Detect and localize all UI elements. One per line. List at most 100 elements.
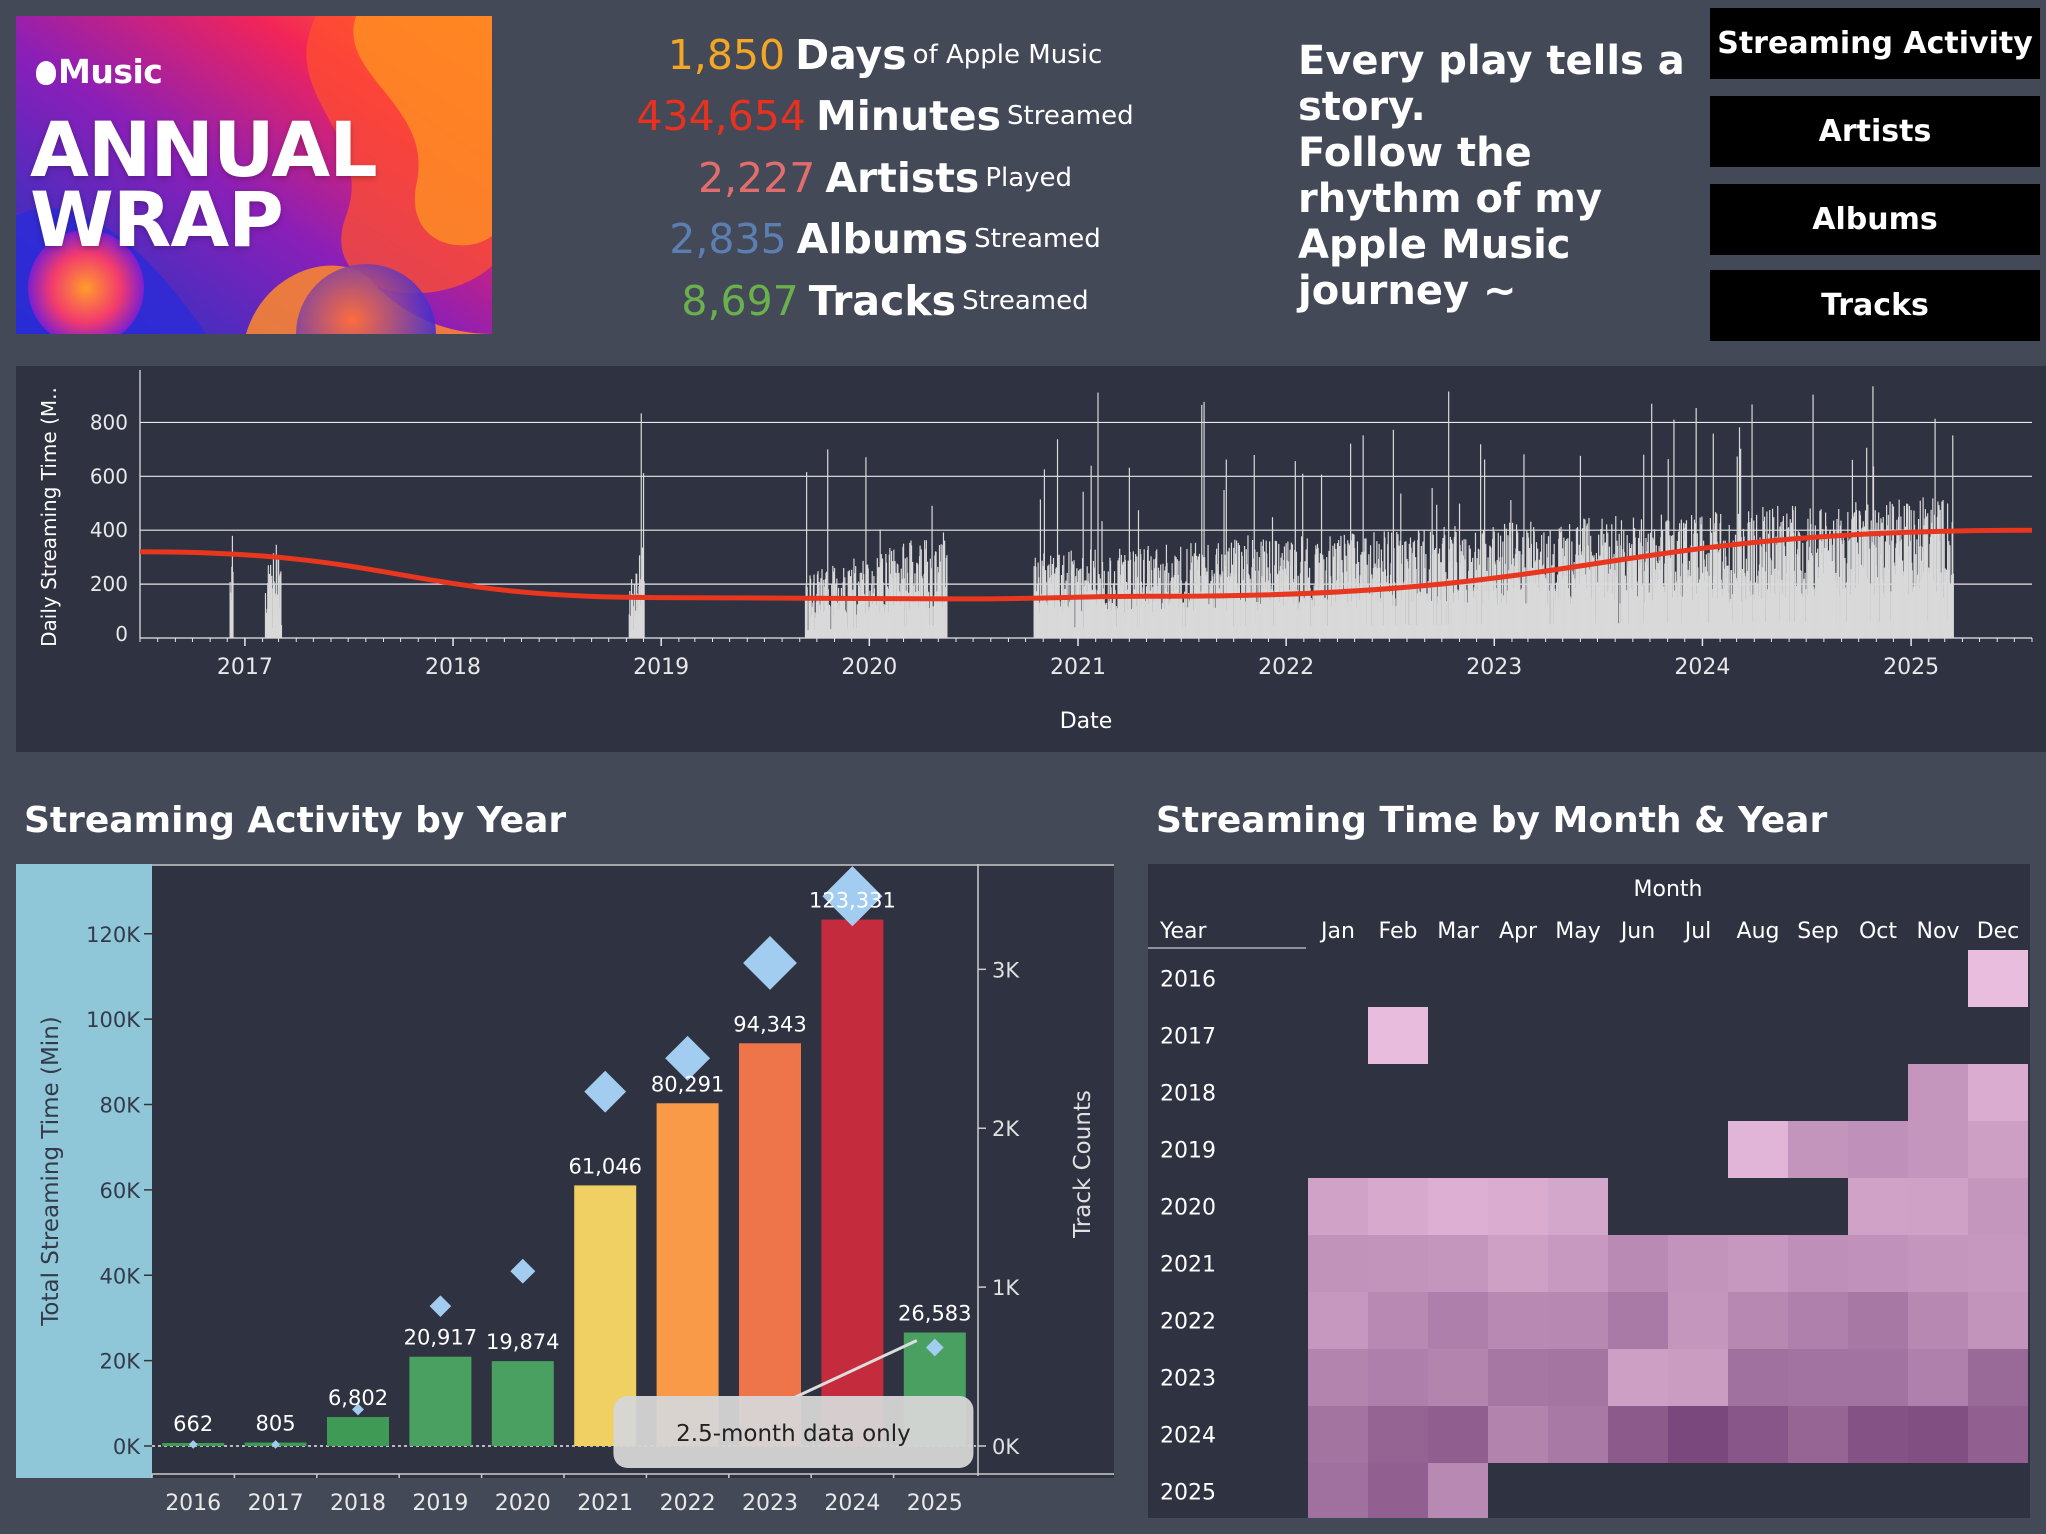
daily-bar <box>1889 501 1891 638</box>
daily-bar <box>271 575 273 638</box>
daily-bar <box>928 608 930 638</box>
daily-streaming-svg: 0 200 400 600 800 2017 2018 2019 2020 2021 2022 202… <box>37 370 2033 734</box>
heatmap-cell <box>1848 1235 1908 1292</box>
heatmap-cell <box>1428 1349 1488 1406</box>
daily-bar <box>1859 515 1861 638</box>
daily-bar <box>1548 590 1550 638</box>
daily-bar <box>938 545 941 638</box>
stat-suffix: Streamed <box>962 285 1089 316</box>
daily-bar <box>1239 599 1241 638</box>
daily-bar <box>268 573 271 638</box>
daily-bar <box>642 473 645 638</box>
yearly-x-tick-label: 2023 <box>742 1491 798 1516</box>
heatmap-cell <box>1728 1406 1788 1463</box>
yearly-y-tick-label: 0K <box>113 1435 141 1459</box>
daily-bar <box>1355 563 1357 638</box>
stat-unit: Days <box>795 30 907 79</box>
daily-y-axis-title: Daily Streaming Time (M.. <box>37 387 61 647</box>
daily-bar <box>1480 582 1482 638</box>
nav-streaming-activity-button[interactable]: Streaming Activity <box>1710 8 2040 79</box>
yearly-bar-value-label: 26,583 <box>898 1302 971 1326</box>
daily-bar <box>1526 530 1528 638</box>
daily-bar <box>1916 574 1919 638</box>
heatmap-cell <box>1788 1121 1848 1178</box>
daily-bar <box>1408 543 1410 638</box>
yearly-bar-value-label: 94,343 <box>733 1012 806 1036</box>
heatmap-month-label: Mar <box>1437 919 1479 944</box>
stat-unit: Artists <box>825 153 980 202</box>
heatmap-cell <box>1968 1292 2028 1349</box>
daily-bar <box>1181 597 1183 638</box>
daily-bar <box>1620 520 1623 638</box>
daily-bar <box>1691 546 1693 638</box>
daily-bar <box>1671 535 1673 638</box>
yearly-x-tick-label: 2016 <box>165 1491 221 1516</box>
heatmap-month-label: May <box>1555 919 1600 944</box>
daily-bar <box>1546 543 1548 638</box>
daily-bar <box>1066 572 1068 638</box>
heatmap-cell <box>1908 1235 1968 1292</box>
nav-artists-button[interactable]: Artists <box>1710 96 2040 167</box>
daily-bar <box>280 571 282 638</box>
heatmap-cell <box>1848 1178 1908 1235</box>
heatmap-month-label: Feb <box>1379 919 1418 944</box>
yearly-y-tick-label: 20K <box>100 1350 142 1374</box>
daily-bar <box>1177 574 1179 638</box>
daily-bar <box>1143 549 1145 638</box>
stat-value: 2,227 <box>697 153 816 202</box>
daily-bar <box>1835 572 1837 638</box>
heatmap-cell <box>1908 1121 1968 1178</box>
daily-x-tick-label: 2023 <box>1466 655 1522 680</box>
daily-bar <box>1072 564 1074 638</box>
daily-x-tick-label: 2022 <box>1258 655 1314 680</box>
daily-bar <box>280 624 283 638</box>
heatmap-cell <box>1548 1292 1608 1349</box>
yearly-y-tick-label: 80K <box>100 1094 142 1118</box>
daily-bar <box>1949 545 1951 638</box>
yearly-y2-tick-label: 3K <box>992 958 1020 982</box>
heatmap-month-label: Sep <box>1797 919 1838 944</box>
daily-bar <box>1579 455 1582 638</box>
daily-bar <box>1736 456 1738 638</box>
heatmap-month-label: Dec <box>1977 919 2020 944</box>
daily-bar <box>1309 587 1311 638</box>
daily-bar <box>1925 516 1928 638</box>
daily-bar <box>1394 598 1396 638</box>
yearly-activity-chart: 0K 20K 40K 60K 80K 100K 120K Total Streaming Ti… <box>16 864 1114 1482</box>
heatmap-cell <box>1488 1349 1548 1406</box>
heatmap-cell <box>1488 1406 1548 1463</box>
heatmap-cell <box>1308 1292 1368 1349</box>
nav-albums-button[interactable]: Albums <box>1710 184 2040 255</box>
heatmap-cell <box>1488 1178 1548 1235</box>
daily-bar <box>1160 564 1162 638</box>
heatmap-cell <box>1908 1406 1968 1463</box>
heatmap-cell <box>1908 1292 1968 1349</box>
heatmap-cell <box>1308 1463 1368 1520</box>
daily-bar <box>1465 589 1467 638</box>
daily-bar <box>1568 524 1571 638</box>
heatmap-year-label: 2019 <box>1160 1139 1216 1164</box>
daily-bar <box>1147 546 1149 638</box>
nav-tracks-button[interactable]: Tracks <box>1710 270 2040 341</box>
daily-y-tick-label: 400 <box>90 518 128 542</box>
daily-bar <box>1847 511 1849 638</box>
daily-bar <box>1618 533 1620 638</box>
daily-bar <box>1651 403 1653 638</box>
yearly-bar-value-label: 123,331 <box>809 889 896 913</box>
daily-bar <box>1873 544 1875 638</box>
yearly-bar <box>327 1416 389 1446</box>
heatmap-month-label: Oct <box>1859 919 1897 944</box>
heatmap-cell <box>1668 1235 1728 1292</box>
heatmap-cell <box>1728 1292 1788 1349</box>
stat-row-minutes: 434,654 Minutes Streamed <box>560 86 1210 148</box>
daily-bar <box>1186 548 1188 638</box>
heatmap-cell <box>1368 1235 1428 1292</box>
daily-bar <box>1511 522 1514 638</box>
daily-bar <box>1104 604 1107 638</box>
daily-bar <box>276 558 278 638</box>
daily-bar <box>1627 558 1629 638</box>
daily-bar <box>1844 587 1847 638</box>
yearly-bar <box>491 1361 554 1446</box>
daily-bar <box>1145 586 1148 638</box>
daily-bar <box>1571 571 1574 638</box>
